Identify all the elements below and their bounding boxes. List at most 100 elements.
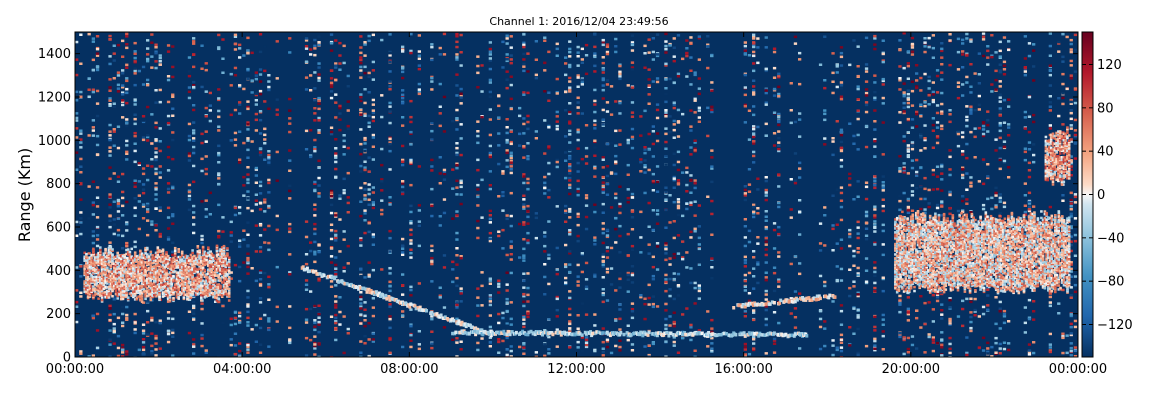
heatmap-cell bbox=[639, 158, 643, 161]
heatmap-cell bbox=[584, 285, 589, 288]
heatmap-cell bbox=[655, 132, 660, 135]
heatmap-cell bbox=[902, 167, 906, 171]
echo-cell bbox=[100, 266, 104, 269]
heatmap-cell bbox=[1027, 343, 1032, 346]
heatmap-cell bbox=[902, 111, 906, 115]
heatmap-cell bbox=[789, 216, 793, 219]
heatmap-cell bbox=[798, 58, 802, 61]
heatmap-cell bbox=[864, 70, 869, 73]
echo-cell bbox=[104, 268, 107, 272]
heatmap-cell bbox=[873, 347, 877, 350]
heatmap-cell bbox=[359, 46, 363, 49]
heatmap-cell bbox=[455, 153, 459, 157]
heatmap-cell bbox=[1065, 351, 1069, 355]
heatmap-cell bbox=[146, 139, 150, 142]
heatmap-cell bbox=[831, 300, 835, 303]
heatmap-cell bbox=[630, 192, 635, 196]
heatmap-cell bbox=[973, 127, 977, 130]
heatmap-cell bbox=[664, 62, 668, 66]
heatmap-cell bbox=[743, 103, 747, 107]
heatmap-cell bbox=[965, 105, 969, 108]
heatmap-cell bbox=[764, 289, 768, 293]
heatmap-cell bbox=[233, 74, 238, 77]
heatmap-cell bbox=[497, 144, 501, 147]
heatmap-cell bbox=[208, 91, 212, 95]
heatmap-cell bbox=[133, 131, 137, 135]
heatmap-cell bbox=[371, 314, 375, 318]
heatmap-cell bbox=[438, 53, 442, 56]
heatmap-cell bbox=[568, 327, 572, 330]
heatmap-cell bbox=[95, 66, 100, 69]
heatmap-cell bbox=[317, 250, 321, 254]
heatmap-cell bbox=[618, 317, 622, 321]
heatmap-cell bbox=[881, 276, 885, 279]
heatmap-cell bbox=[614, 154, 618, 158]
heatmap-cell bbox=[359, 291, 363, 294]
heatmap-cell bbox=[359, 56, 363, 59]
heatmap-cell bbox=[476, 141, 480, 145]
heatmap-cell bbox=[839, 279, 844, 282]
heatmap-cell bbox=[166, 258, 171, 261]
heatmap-cell bbox=[79, 198, 83, 201]
heatmap-cell bbox=[317, 192, 321, 195]
heatmap-cell bbox=[388, 54, 392, 57]
heatmap-cell bbox=[150, 113, 154, 116]
echo-cell bbox=[126, 250, 130, 254]
heatmap-cell bbox=[752, 33, 756, 37]
echo-cell bbox=[97, 289, 100, 293]
heatmap-cell bbox=[593, 119, 597, 123]
heatmap-cell bbox=[342, 238, 346, 241]
heatmap-cell bbox=[401, 244, 405, 248]
echo-cell bbox=[86, 289, 90, 292]
heatmap-cell bbox=[125, 118, 129, 121]
heatmap-cell bbox=[125, 63, 129, 67]
heatmap-cell bbox=[752, 338, 756, 341]
heatmap-cell bbox=[455, 117, 459, 120]
heatmap-cell bbox=[915, 316, 919, 320]
heatmap-cell bbox=[697, 204, 701, 207]
heatmap-cell bbox=[254, 203, 258, 206]
heatmap-cell bbox=[263, 198, 267, 201]
heatmap-cell bbox=[948, 298, 952, 302]
heatmap-cell bbox=[1069, 155, 1073, 158]
heatmap-cell bbox=[856, 273, 860, 277]
heatmap-cell bbox=[250, 267, 254, 270]
heatmap-cell bbox=[948, 206, 952, 210]
heatmap-cell bbox=[681, 171, 685, 174]
echo-cell bbox=[128, 271, 132, 275]
heatmap-cell bbox=[187, 198, 192, 201]
heatmap-cell bbox=[388, 317, 392, 321]
heatmap-cell bbox=[697, 92, 701, 96]
heatmap-cell bbox=[141, 191, 146, 195]
heatmap-cell bbox=[154, 121, 158, 125]
heatmap-cell bbox=[459, 51, 463, 54]
heatmap-cell bbox=[672, 200, 676, 204]
echo-cell bbox=[107, 287, 111, 290]
heatmap-cell bbox=[584, 43, 589, 47]
heatmap-cell bbox=[756, 207, 760, 210]
heatmap-cell bbox=[388, 203, 392, 206]
echo-cell bbox=[104, 279, 107, 282]
heatmap-cell bbox=[522, 93, 526, 96]
echo-cell bbox=[93, 258, 97, 262]
heatmap-cell bbox=[359, 322, 363, 325]
heatmap-cell bbox=[192, 151, 196, 155]
echo-cell bbox=[118, 276, 121, 279]
heatmap-cell bbox=[910, 141, 915, 144]
heatmap-cell bbox=[158, 171, 162, 174]
echo-cell bbox=[125, 259, 128, 262]
heatmap-cell bbox=[835, 63, 839, 66]
echo-cell bbox=[99, 276, 102, 279]
echo-cell bbox=[97, 254, 100, 257]
heatmap-cell bbox=[95, 52, 100, 55]
heatmap-cell bbox=[898, 77, 902, 80]
heatmap-cell bbox=[580, 83, 584, 86]
heatmap-cell bbox=[935, 121, 940, 124]
heatmap-cell bbox=[112, 342, 116, 345]
heatmap-cell bbox=[710, 105, 714, 109]
heatmap-cell bbox=[438, 124, 442, 128]
echo-cell bbox=[85, 278, 88, 282]
echo-cell bbox=[92, 278, 95, 282]
heatmap-cell bbox=[258, 184, 263, 188]
heatmap-cell bbox=[229, 271, 233, 274]
